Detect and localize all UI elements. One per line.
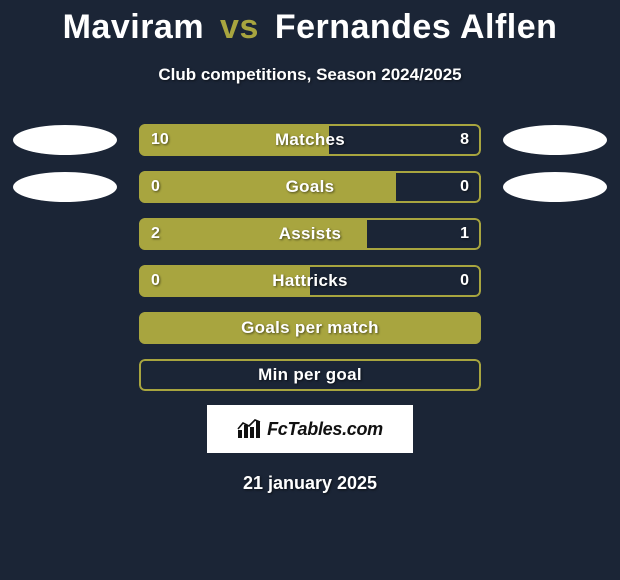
stat-bar: 0 0Goals bbox=[139, 171, 481, 203]
stat-row: 0 0Hattricks bbox=[0, 264, 620, 297]
stat-label: Hattricks bbox=[139, 265, 481, 297]
stat-label: Assists bbox=[139, 218, 481, 250]
date-label: 21 january 2025 bbox=[0, 473, 620, 494]
stats-region: 108Matches00Goals21Assists00HattricksGoa… bbox=[0, 123, 620, 391]
oval-spacer bbox=[13, 219, 117, 249]
oval-spacer bbox=[13, 313, 117, 343]
brand-box[interactable]: FcTables.com bbox=[207, 405, 413, 453]
oval-spacer bbox=[503, 219, 607, 249]
stat-bar: 0 0Hattricks bbox=[139, 265, 481, 297]
stat-row: 10 8Matches bbox=[0, 123, 620, 156]
stat-label: Goals bbox=[139, 171, 481, 203]
brand-label: FcTables.com bbox=[267, 419, 383, 440]
stat-value-right: 0 bbox=[460, 265, 469, 297]
oval-spacer bbox=[13, 360, 117, 390]
stat-bar: 2 1Assists bbox=[139, 218, 481, 250]
player2-photo-placeholder bbox=[503, 125, 607, 155]
stat-value-left: 0 bbox=[151, 171, 160, 203]
stat-value-right: 1 bbox=[460, 218, 469, 250]
player2-name: Fernandes Alflen bbox=[275, 8, 558, 46]
stat-label: Min per goal bbox=[139, 359, 481, 391]
stat-label: Matches bbox=[139, 124, 481, 156]
player1-name: Maviram bbox=[63, 8, 204, 46]
oval-spacer bbox=[503, 266, 607, 296]
subtitle: Club competitions, Season 2024/2025 bbox=[0, 65, 620, 85]
player1-photo-placeholder bbox=[13, 125, 117, 155]
stat-row: Min per goal bbox=[0, 358, 620, 391]
stat-value-right: 0 bbox=[460, 171, 469, 203]
comparison-title: Maviram vs Fernandes Alflen bbox=[0, 8, 620, 47]
stat-bar: 10 8Matches bbox=[139, 124, 481, 156]
stat-value-left: 0 bbox=[151, 265, 160, 297]
stat-bar: Min per goal bbox=[139, 359, 481, 391]
stat-value-right: 8 bbox=[460, 124, 469, 156]
stat-bar: Goals per match bbox=[139, 312, 481, 344]
stat-row: 0 0Goals bbox=[0, 170, 620, 203]
stat-label: Goals per match bbox=[139, 312, 481, 344]
player1-photo-placeholder bbox=[13, 172, 117, 202]
oval-spacer bbox=[503, 360, 607, 390]
chart-icon bbox=[237, 419, 261, 439]
stat-row: Goals per match bbox=[0, 311, 620, 344]
vs-separator: vs bbox=[220, 8, 259, 46]
oval-spacer bbox=[13, 266, 117, 296]
oval-spacer bbox=[503, 313, 607, 343]
stat-row: 2 1Assists bbox=[0, 217, 620, 250]
stat-value-left: 10 bbox=[151, 124, 169, 156]
stat-value-left: 2 bbox=[151, 218, 160, 250]
player2-photo-placeholder bbox=[503, 172, 607, 202]
comparison-card: Maviram vs Fernandes Alflen Club competi… bbox=[0, 0, 620, 494]
